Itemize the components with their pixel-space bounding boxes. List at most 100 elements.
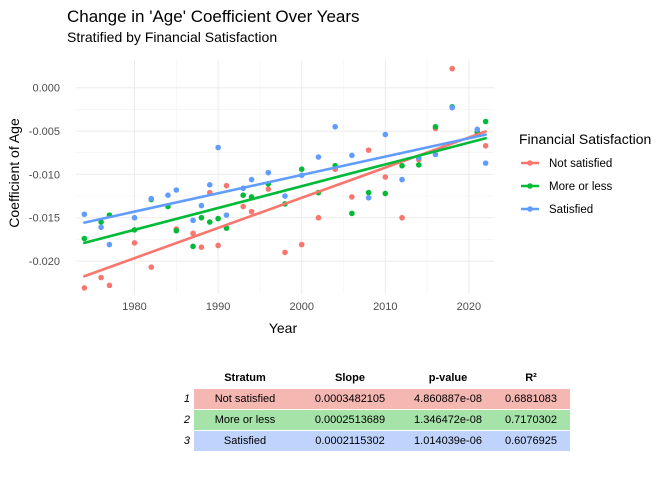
y-axis-ticks: 0.000 -0.005 -0.010 -0.015 -0.020 (29, 83, 60, 268)
plot-panel (76, 60, 494, 294)
y-tick-label: -0.020 (29, 256, 60, 268)
data-point-series-3 (223, 212, 230, 218)
data-point-series-1 (106, 282, 113, 289)
data-point-series-3 (98, 224, 104, 231)
data-point-series-1 (81, 285, 88, 291)
data-point-series-3 (474, 126, 481, 133)
r2-cell: 0.6076925 (492, 430, 570, 451)
data-point-series-1 (240, 203, 246, 210)
data-point-series-3 (190, 217, 196, 224)
data-point-series-3 (315, 154, 322, 160)
data-point-series-1 (349, 194, 355, 200)
x-axis-ticks: 1980 1990 2000 2010 2020 (122, 301, 481, 313)
data-point-series-2 (98, 219, 104, 225)
x-axis-label: Year (269, 320, 298, 336)
data-point-series-3 (81, 211, 88, 218)
x-tick-label: 1980 (122, 301, 146, 313)
row-index: 1 (172, 388, 194, 409)
data-point-series-3 (265, 169, 272, 176)
y-tick-label: -0.005 (29, 126, 60, 138)
data-point-series-1 (148, 264, 155, 270)
data-point-series-3 (332, 123, 338, 130)
data-point-series-3 (349, 152, 355, 159)
data-point-series-3 (365, 195, 372, 201)
r2-cell: 0.7170302 (492, 409, 570, 430)
legend: Financial Satisfaction Not satisfied More… (519, 131, 651, 216)
table-row: 2 More or less 0.0002513689 1.346472e-08… (172, 409, 570, 430)
data-point-series-3 (248, 176, 255, 183)
data-point-series-2 (399, 162, 405, 169)
data-point-series-3 (165, 192, 171, 198)
data-point-series-3 (198, 202, 205, 209)
data-point-series-2 (173, 227, 180, 234)
y-axis-label: Coefficient of Age (6, 118, 22, 228)
data-point-series-3 (106, 241, 113, 248)
table-header-r2: R² (525, 372, 537, 384)
data-point-series-1 (315, 214, 322, 221)
data-point-series-1 (399, 214, 405, 221)
x-tick-label: 2010 (373, 301, 397, 313)
regression-stats-table: Stratum Slope p-value R² 1 Not satisfied… (172, 368, 570, 451)
pvalue-cell: 4.860887e-08 (404, 388, 492, 409)
data-point-series-3 (173, 187, 180, 193)
table-header-row: Stratum Slope p-value R² (172, 368, 570, 388)
data-point-series-1 (190, 230, 196, 237)
data-point-series-1 (282, 249, 288, 256)
data-point-series-3 (449, 104, 456, 111)
data-point-series-1 (198, 244, 205, 250)
stratum-cell: More or less (194, 409, 296, 430)
data-point-series-1 (449, 65, 456, 72)
slope-cell: 0.0003482105 (296, 388, 404, 409)
data-point-series-3 (399, 176, 405, 183)
data-point-series-3 (432, 151, 439, 158)
x-tick-label: 2000 (289, 301, 313, 313)
data-point-series-3 (215, 144, 221, 151)
data-point-series-1 (365, 147, 372, 153)
data-point-series-2 (198, 214, 205, 221)
legend-key-point (527, 160, 533, 166)
table-header-slope: Slope (335, 372, 365, 384)
data-point-series-2 (432, 123, 439, 130)
x-tick-label: 2020 (457, 301, 481, 313)
data-point-series-2 (215, 215, 221, 222)
legend-title: Financial Satisfaction (519, 131, 651, 147)
legend-key-point (527, 206, 533, 212)
legend-label: Satisfied (549, 204, 593, 216)
data-point-series-2 (382, 190, 389, 197)
data-point-series-1 (248, 208, 255, 215)
pvalue-cell: 1.014039e-06 (404, 430, 492, 451)
data-point-series-2 (240, 192, 246, 198)
data-point-series-2 (81, 235, 88, 242)
data-point-series-1 (223, 182, 230, 189)
data-point-series-1 (215, 242, 221, 249)
pvalue-cell: 1.346472e-08 (404, 409, 492, 430)
y-tick-label: -0.015 (29, 213, 60, 225)
stratum-cell: Not satisfied (194, 388, 296, 409)
stratum-cell: Satisfied (194, 430, 296, 451)
data-point-series-2 (298, 166, 305, 172)
data-point-series-2 (415, 162, 422, 168)
data-point-series-2 (190, 243, 196, 250)
data-point-series-3 (206, 182, 213, 188)
row-index: 3 (172, 430, 194, 451)
data-point-series-1 (482, 143, 489, 149)
data-point-series-2 (349, 210, 355, 217)
slope-cell: 0.0002513689 (296, 409, 404, 430)
data-point-series-1 (98, 274, 104, 281)
data-point-series-3 (482, 160, 489, 166)
legend-label: Not satisfied (549, 158, 612, 170)
chart-title: Change in 'Age' Coefficient Over Years (67, 7, 360, 26)
data-point-series-1 (131, 240, 138, 246)
data-point-series-3 (382, 131, 389, 138)
table-header-pvalue: p-value (428, 372, 468, 384)
data-point-series-3 (148, 195, 155, 202)
slope-cell: 0.0002115302 (296, 430, 404, 451)
legend-label: More or less (549, 181, 613, 193)
r2-cell: 0.6881083 (492, 388, 570, 409)
data-point-series-2 (365, 189, 372, 196)
x-tick-label: 1990 (206, 301, 230, 313)
table-header-stratum: Stratum (224, 372, 266, 384)
data-point-series-1 (298, 241, 305, 248)
data-point-series-3 (282, 193, 288, 199)
